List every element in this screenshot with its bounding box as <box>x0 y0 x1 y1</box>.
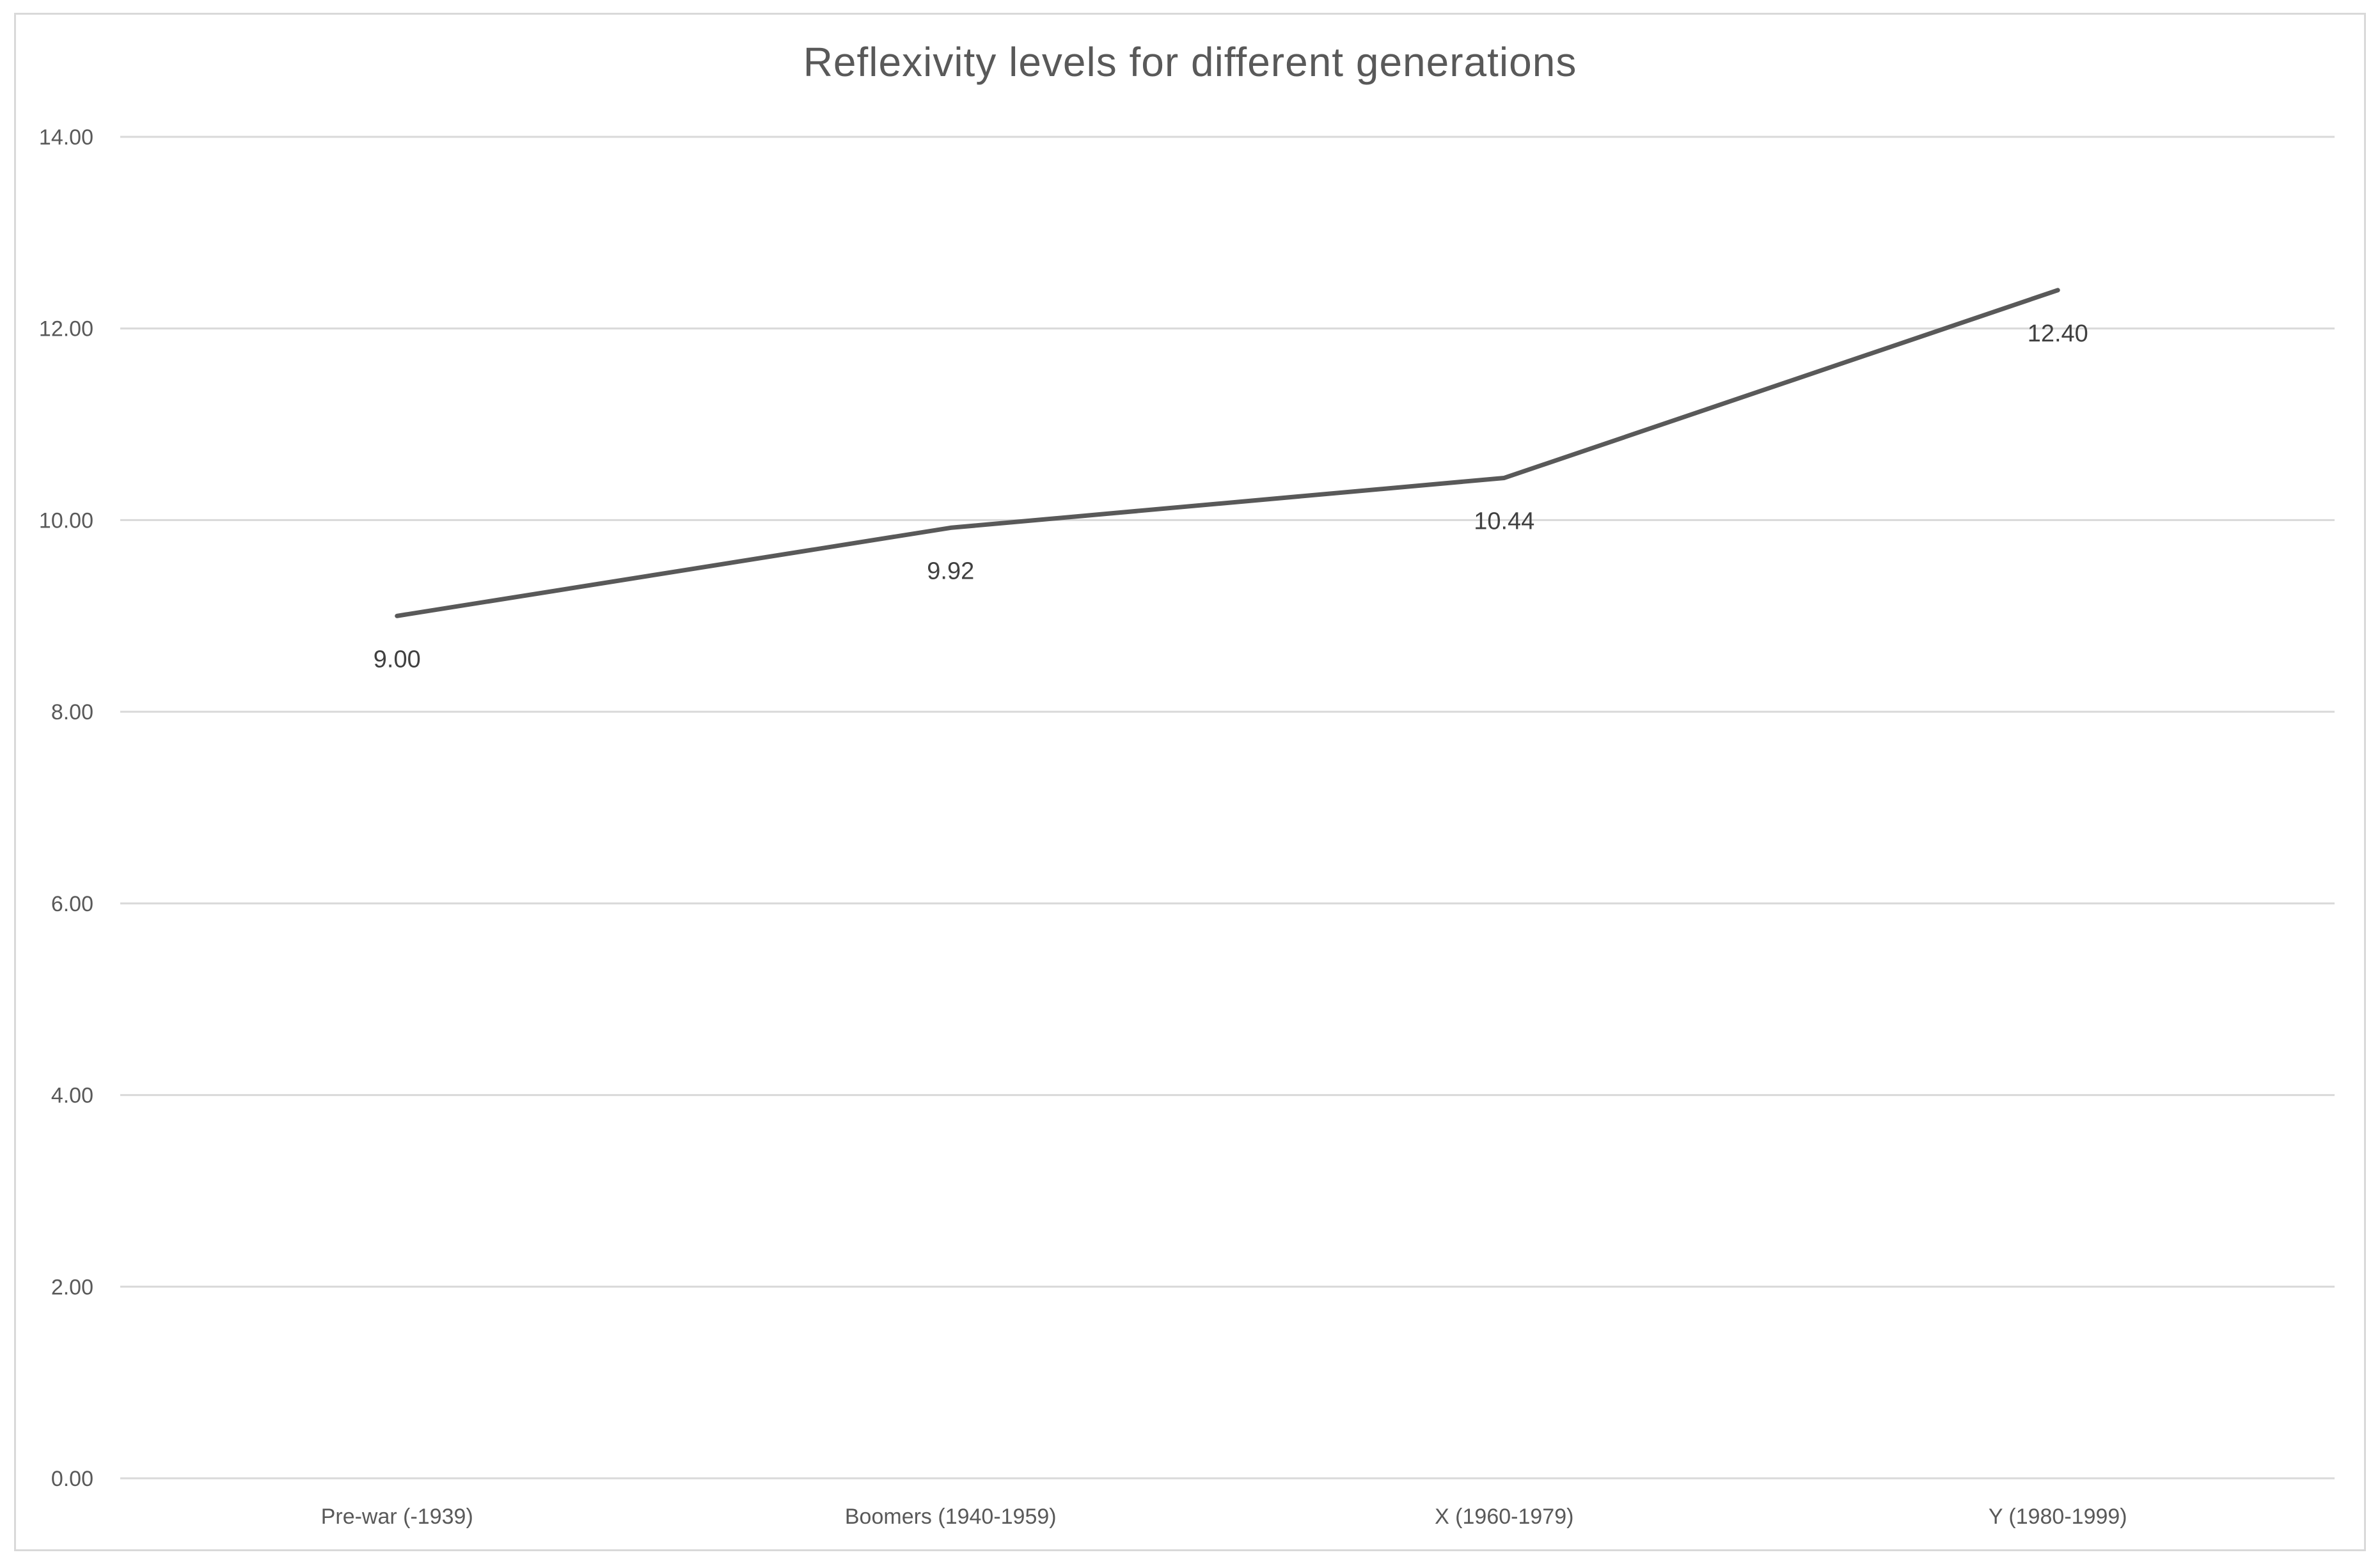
y-axis-tick-labels: 0.00 2.00 4.00 6.00 8.00 10.00 12.00 14.00 <box>39 125 93 1491</box>
x-tick-label: Boomers (1940-1959) <box>845 1505 1057 1529</box>
y-tick-label: 12.00 <box>39 317 93 341</box>
data-labels: 9.00 9.92 10.44 12.40 <box>374 320 2088 673</box>
x-tick-label: Pre-war (-1939) <box>321 1505 473 1529</box>
data-label: 10.44 <box>1474 508 1534 535</box>
x-tick-label: Y (1980-1999) <box>1989 1505 2127 1529</box>
series-line <box>395 288 2060 618</box>
chart-frame <box>14 13 2366 1551</box>
data-label: 12.40 <box>2028 320 2088 347</box>
y-tick-label: 0.00 <box>51 1467 93 1491</box>
y-tick-label: 8.00 <box>51 700 93 724</box>
data-label: 9.00 <box>374 646 421 673</box>
y-tick-label: 2.00 <box>51 1275 93 1299</box>
y-tick-label: 10.00 <box>39 508 93 533</box>
y-tick-label: 4.00 <box>51 1084 93 1108</box>
y-tick-label: 6.00 <box>51 892 93 916</box>
gridlines <box>120 136 2335 1480</box>
data-label: 9.92 <box>927 558 974 584</box>
x-tick-label: X (1960-1979) <box>1435 1505 1573 1529</box>
x-axis-tick-labels: Pre-war (-1939) Boomers (1940-1959) X (196… <box>321 1505 2127 1529</box>
series-layer <box>395 288 2060 618</box>
chart-title: Reflexivity levels for different generat… <box>803 39 1577 85</box>
y-tick-label: 14.00 <box>39 125 93 150</box>
